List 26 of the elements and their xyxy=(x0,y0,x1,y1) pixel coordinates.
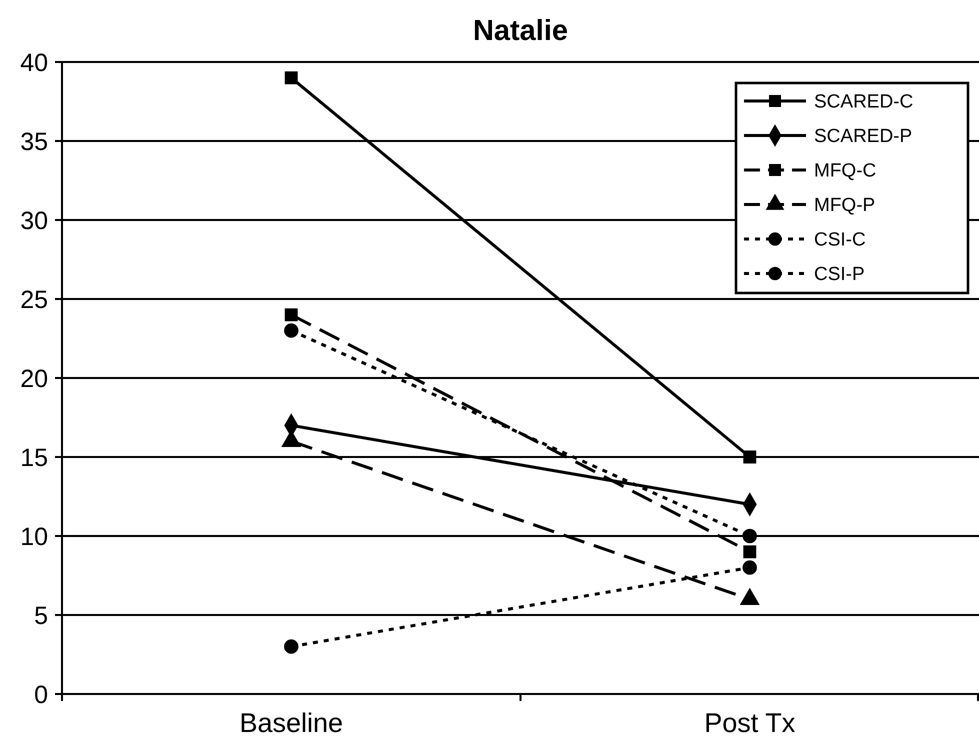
point xyxy=(284,323,298,338)
point xyxy=(742,560,757,575)
y-tick-label: 5 xyxy=(34,602,48,630)
legend-label: SCARED-C xyxy=(814,92,914,113)
y-tick-label: 30 xyxy=(20,206,48,235)
point xyxy=(743,450,756,464)
point xyxy=(743,545,756,558)
y-tick-label: 0 xyxy=(34,680,48,709)
point xyxy=(284,71,298,84)
y-tick-label: 40 xyxy=(20,48,48,77)
y-tick-label: 15 xyxy=(20,444,48,472)
legend-label: MFQ-P xyxy=(814,195,876,216)
y-tick-label: 35 xyxy=(20,128,48,156)
legend-label: CSI-C xyxy=(814,230,866,251)
point xyxy=(284,308,298,322)
y-tick-label: 10 xyxy=(20,522,48,551)
point xyxy=(284,639,298,654)
chart-title: Natalie xyxy=(472,15,568,47)
point xyxy=(742,528,757,544)
legend-label: MFQ-C xyxy=(814,160,876,182)
legend-label: SCARED-P xyxy=(814,126,912,148)
legend-label: CSI-P xyxy=(814,264,865,286)
x-tick-label: Baseline xyxy=(239,708,344,738)
y-tick-label: 25 xyxy=(20,286,48,314)
y-tick-label: 20 xyxy=(20,364,48,393)
x-tick-label: Post Tx xyxy=(704,708,796,738)
